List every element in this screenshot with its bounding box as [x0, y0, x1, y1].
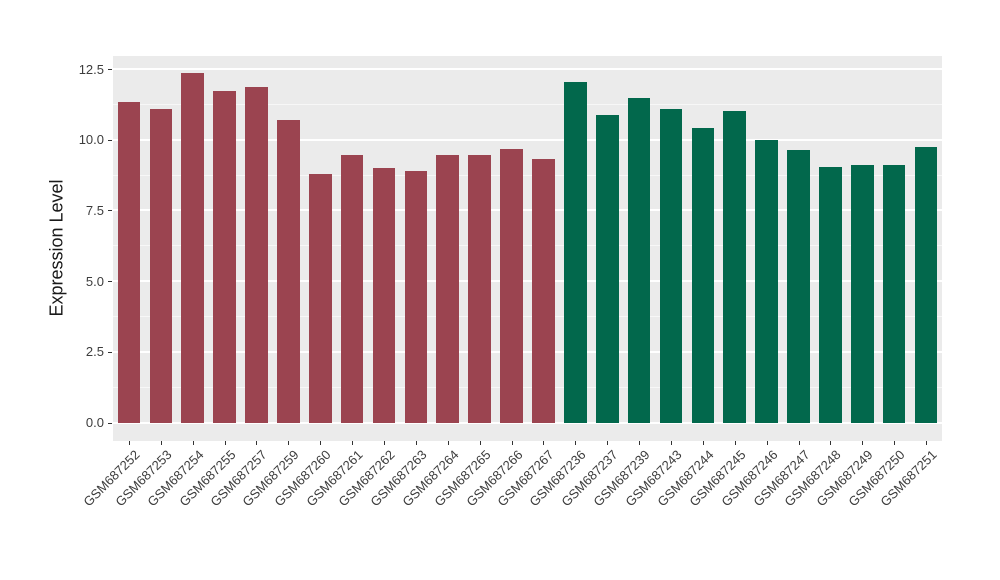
x-tick-mark: [702, 441, 704, 445]
gridline-major: [113, 280, 942, 283]
bar-GSM687239: [627, 97, 651, 423]
x-tick-mark: [862, 441, 864, 445]
gridline-major: [113, 350, 942, 353]
bar-GSM687249: [850, 165, 874, 423]
x-tick-mark: [894, 441, 896, 445]
bar-GSM687251: [914, 146, 938, 423]
bar-GSM687247: [787, 149, 810, 423]
gridline-major: [113, 68, 942, 70]
bar-GSM687236: [564, 82, 587, 423]
x-tick-mark: [798, 441, 800, 445]
bar-GSM687245: [723, 110, 747, 423]
gridline-minor: [113, 103, 942, 105]
bar-GSM687266: [500, 148, 523, 423]
x-tick-mark: [447, 441, 449, 445]
bar-GSM687255: [213, 91, 236, 423]
y-tick-label: 12.5: [78, 61, 104, 77]
bar-GSM687262: [372, 168, 396, 423]
bar-GSM687265: [468, 154, 491, 423]
bar-GSM687250: [882, 165, 906, 423]
x-tick-mark: [575, 441, 577, 445]
x-tick-mark: [607, 441, 609, 445]
x-tick-mark: [543, 441, 545, 445]
y-tick-label: 0.0: [85, 415, 104, 431]
bar-GSM687237: [595, 114, 619, 423]
bar-GSM687246: [755, 140, 778, 423]
bar-GSM687263: [404, 170, 428, 423]
x-tick-mark: [128, 441, 130, 445]
bar-GSM687257: [245, 86, 268, 423]
x-tick-mark: [479, 441, 481, 445]
x-tick-mark: [511, 441, 513, 445]
x-tick-mark: [352, 441, 354, 445]
gridline-major: [113, 209, 942, 212]
gridline-major: [113, 421, 942, 424]
y-tick-mark: [108, 69, 112, 70]
gridline-minor: [113, 386, 942, 388]
y-tick-mark: [108, 351, 112, 353]
bar-GSM687252: [117, 102, 141, 423]
y-tick-mark: [108, 422, 112, 424]
x-tick-mark: [384, 441, 386, 445]
plot-panel: [113, 56, 942, 441]
x-tick-mark: [670, 441, 672, 445]
x-tick-mark: [256, 441, 258, 445]
y-tick-label: 5.0: [85, 273, 104, 289]
bar-GSM687267: [532, 159, 555, 423]
x-tick-mark: [639, 441, 641, 445]
y-tick-mark: [108, 281, 112, 283]
y-tick-label: 10.0: [78, 132, 104, 148]
y-tick-mark: [108, 139, 112, 141]
bar-GSM687248: [819, 166, 842, 423]
bar-GSM687244: [691, 128, 715, 423]
x-tick-mark: [926, 441, 928, 445]
x-tick-mark: [766, 441, 768, 445]
bar-GSM687260: [308, 173, 332, 423]
gridline-minor: [113, 245, 942, 247]
bar-GSM687254: [181, 72, 205, 423]
bar-GSM687259: [277, 120, 300, 423]
x-tick-mark: [160, 441, 162, 445]
y-tick-label: 7.5: [85, 202, 104, 218]
bar-GSM687264: [436, 155, 460, 423]
bar-GSM687243: [659, 109, 683, 423]
x-tick-mark: [288, 441, 290, 445]
gridline-minor: [113, 316, 942, 318]
y-tick-label: 2.5: [85, 344, 104, 360]
x-tick-mark: [415, 441, 417, 445]
x-tick-mark: [320, 441, 322, 445]
y-axis-title: Expression Level: [46, 179, 67, 317]
x-tick-mark: [830, 441, 832, 445]
gridline-minor: [113, 174, 942, 176]
y-tick-mark: [108, 210, 112, 212]
bar-GSM687261: [340, 155, 364, 423]
x-tick-mark: [192, 441, 194, 445]
x-tick-mark: [734, 441, 736, 445]
gridline-major: [113, 138, 942, 141]
bar-GSM687253: [149, 109, 173, 423]
x-tick-mark: [224, 441, 226, 445]
